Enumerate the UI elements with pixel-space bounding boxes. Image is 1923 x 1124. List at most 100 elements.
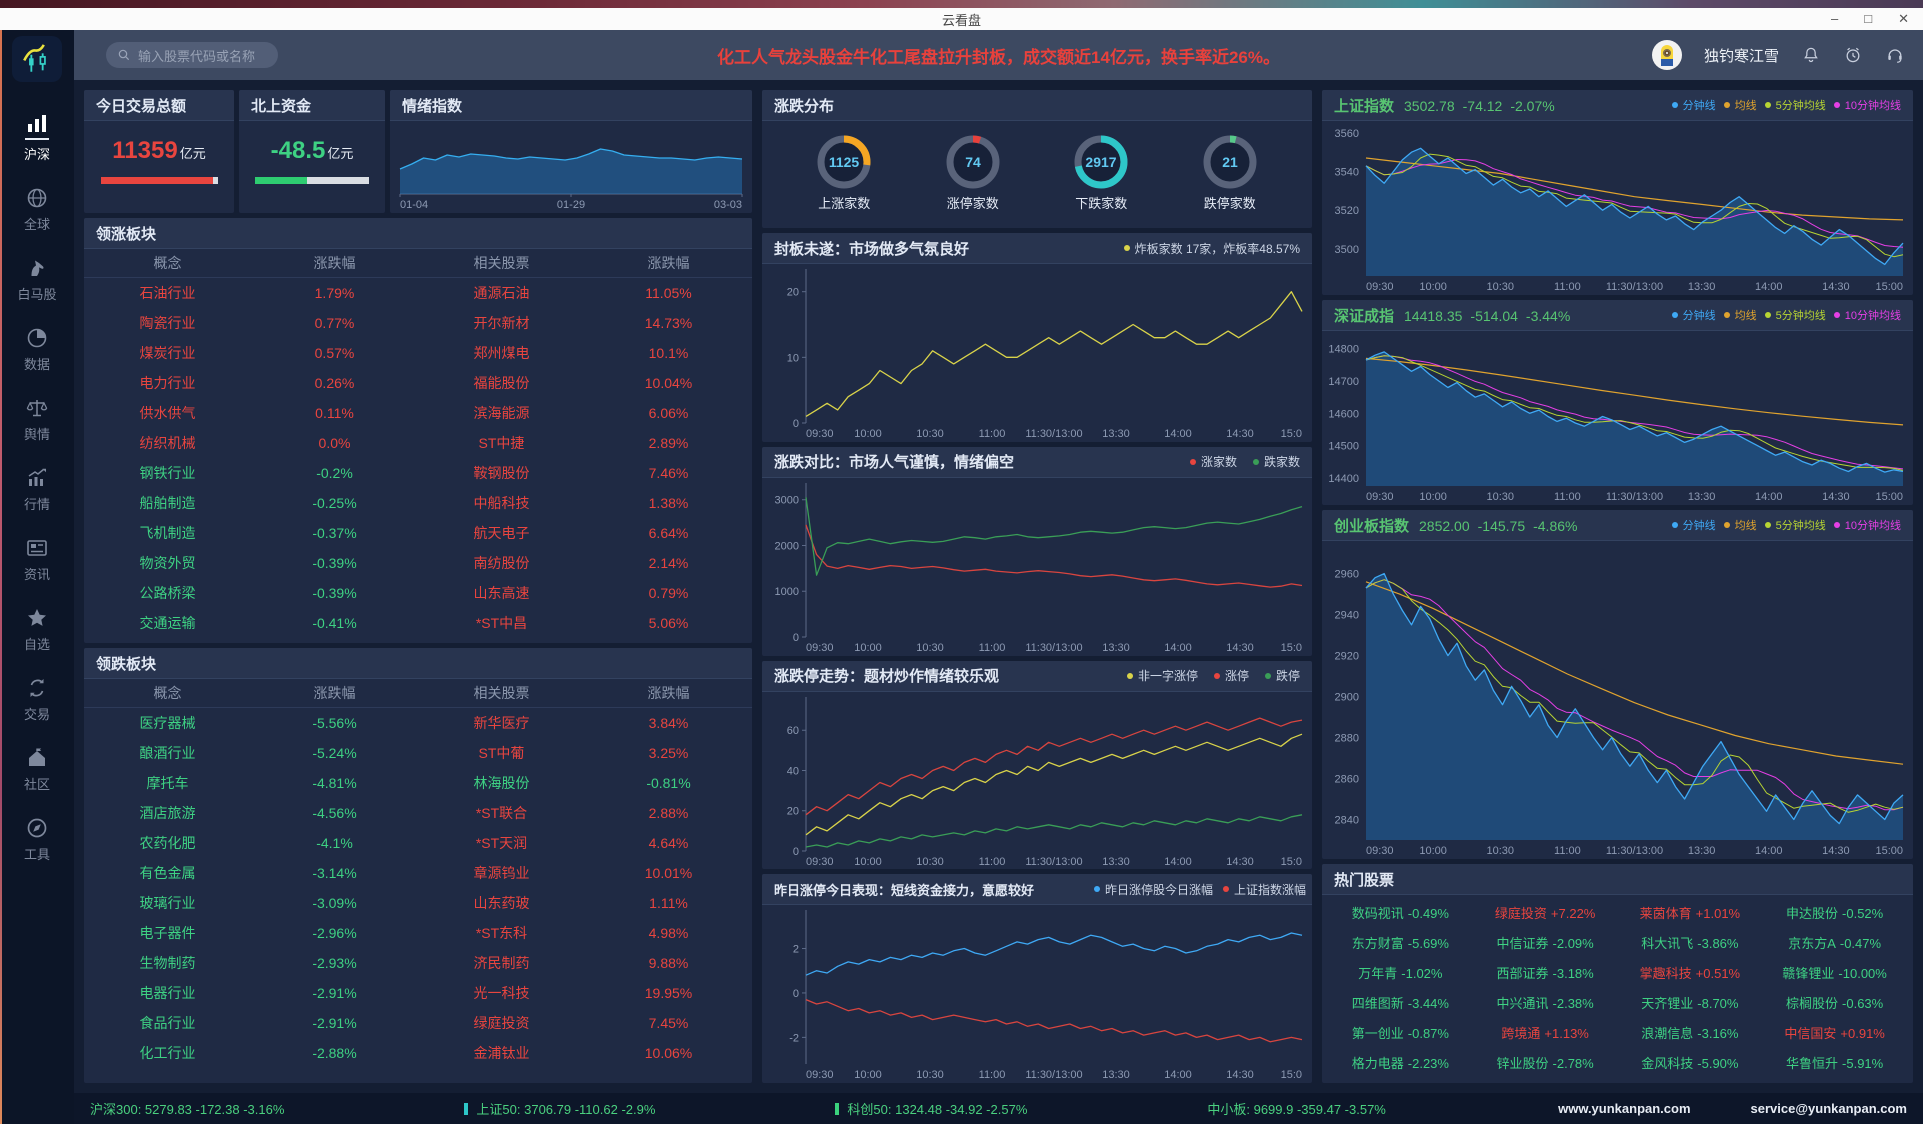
change-pct: -2.96% — [312, 925, 357, 941]
sidebar-item-data[interactable]: 数据 — [17, 326, 56, 373]
hot-stock[interactable]: 申达股份 -0.52% — [1762, 903, 1907, 922]
legend-item: 分钟线 — [1671, 517, 1716, 533]
svg-text:14400: 14400 — [1328, 473, 1359, 485]
svg-text:10:30: 10:30 — [1486, 845, 1514, 857]
sidebar-item-watchlist[interactable]: 自选 — [17, 606, 56, 653]
avatar[interactable] — [1651, 40, 1682, 70]
change-pct: +1.01% — [1695, 905, 1741, 921]
svg-text:14:30: 14:30 — [1226, 1069, 1254, 1081]
svg-text:10:30: 10:30 — [1486, 491, 1514, 503]
hot-stock[interactable]: 跨境通 +1.13% — [1473, 1023, 1618, 1042]
svg-text:15:00: 15:00 — [1875, 281, 1903, 293]
website-link[interactable]: www.yunkanpan.com — [1558, 1101, 1691, 1116]
sector-row[interactable]: 飞机制造 -0.37% 航天电子 6.64% — [84, 518, 752, 548]
change-pct: -0.25% — [312, 495, 357, 511]
sector-row[interactable]: 电力行业 0.26% 福能股份 10.04% — [84, 368, 752, 398]
hot-stock[interactable]: 莱茵体育 +1.01% — [1618, 903, 1763, 922]
sidebar-item-tools[interactable]: 工具 — [17, 816, 56, 863]
chart-legend: 昨日涨停股今日涨幅 上证指数涨幅 — [1093, 881, 1306, 898]
sector-row[interactable]: 纺织机械 0.0% ST中捷 2.89% — [84, 428, 752, 458]
hot-stock[interactable]: 格力电器 -2.23% — [1328, 1053, 1473, 1072]
sidebar-item-opinion[interactable]: 舆情 — [17, 396, 56, 443]
hot-stock[interactable]: 掌趣科技 +0.51% — [1618, 963, 1763, 982]
sector-name: 玻璃行业 — [139, 895, 196, 911]
svg-text:11:00: 11:00 — [979, 428, 1006, 440]
change-pct: 0.26% — [314, 375, 355, 391]
sidebar-item-news[interactable]: 资讯 — [17, 536, 56, 583]
hot-stock[interactable]: 科大讯飞 -3.86% — [1618, 933, 1763, 952]
svg-text:3500: 3500 — [1335, 244, 1359, 256]
sector-row[interactable]: 石油行业 1.79% 通源石油 11.05% — [84, 278, 752, 308]
change-pct: -2.09% — [1552, 935, 1594, 951]
sector-row[interactable]: 交通运输 -0.41% *ST中昌 5.06% — [84, 608, 752, 638]
stock-name: 山东药玻 — [473, 895, 530, 911]
svg-text:2: 2 — [793, 944, 799, 956]
donut-chart: 74 涨停家数 — [945, 134, 1001, 212]
index-name: 深证成指 — [1334, 307, 1395, 325]
hot-stock[interactable]: 浪潮信息 -3.16% — [1618, 1023, 1763, 1042]
column-header: 涨跌幅 — [647, 685, 690, 701]
sector-row[interactable]: 食品行业 -2.91% 绿庭投资 7.45% — [84, 1008, 752, 1038]
sector-name: 医疗器械 — [139, 715, 196, 731]
table-header: 概念 涨跌幅 相关股票 涨跌幅 — [84, 679, 752, 708]
sector-row[interactable]: 电子器件 -2.96% *ST东科 4.98% — [84, 918, 752, 948]
sector-row[interactable]: 船舶制造 -0.25% 中船科技 1.38% — [84, 488, 752, 518]
sidebar-item-hushen[interactable]: 沪深 — [17, 112, 56, 163]
stock-name: ST中葡 — [478, 745, 525, 761]
sector-row[interactable]: 农药化肥 -4.1% *ST天润 4.64% — [84, 828, 752, 858]
hot-stock[interactable]: 天齐锂业 -8.70% — [1618, 993, 1763, 1012]
sector-row[interactable]: 陶瓷行业 0.77% 开尔新材 14.73% — [84, 308, 752, 338]
hot-stock[interactable]: 金风科技 -5.90% — [1618, 1053, 1763, 1072]
svg-text:11:30/13:00: 11:30/13:00 — [1606, 845, 1663, 857]
alarm-clock-icon[interactable] — [1843, 45, 1863, 65]
sector-row[interactable]: 生物制药 -2.93% 济民制药 9.88% — [84, 948, 752, 978]
close-button[interactable]: ✕ — [1898, 11, 1909, 26]
minimize-button[interactable]: – — [1831, 11, 1839, 26]
sector-row[interactable]: 电器行业 -2.91% 光一科技 19.95% — [84, 978, 752, 1008]
hot-stock[interactable]: 东方财富 -5.69% — [1328, 933, 1473, 952]
bell-icon[interactable] — [1801, 45, 1821, 65]
sidebar-item-trade[interactable]: 交易 — [17, 676, 56, 723]
hot-stock[interactable]: 西部证券 -3.18% — [1473, 963, 1618, 982]
hot-stock[interactable]: 绿庭投资 +7.22% — [1473, 903, 1618, 922]
search-box[interactable]: 输入股票代码或名称 — [106, 42, 278, 68]
sector-row[interactable]: 玻璃行业 -3.09% 山东药玻 1.11% — [84, 888, 752, 918]
hot-stock[interactable]: 第一创业 -0.87% — [1328, 1023, 1473, 1042]
hot-stock[interactable]: 中兴通讯 -2.38% — [1473, 993, 1618, 1012]
gainers-table: 石油行业 1.79% 通源石油 11.05% 陶瓷行业 0.77% 开尔新材 14.73% 煤炭… — [84, 278, 752, 643]
hot-stock[interactable]: 华鲁恒升 -5.91% — [1762, 1053, 1907, 1072]
sector-row[interactable]: 医疗器械 -5.56% 新华医疗 3.84% — [84, 708, 752, 738]
sidebar-item-global[interactable]: 全球 — [17, 186, 56, 233]
hot-stock[interactable]: 赣锋锂业 -10.00% — [1762, 963, 1907, 982]
sector-row[interactable]: 酒店旅游 -4.56% *ST联合 2.88% — [84, 798, 752, 828]
hot-stock[interactable]: 数码视讯 -0.49% — [1328, 903, 1473, 922]
sector-row[interactable]: 物资外贸 -0.39% 南纺股份 2.14% — [84, 548, 752, 578]
northbound-value: -48.5 — [270, 137, 326, 164]
sector-row[interactable]: 钢铁行业 -0.2% 鞍钢股份 7.46% — [84, 458, 752, 488]
app-logo-icon[interactable] — [12, 36, 62, 82]
distribution-donuts: 1125 上涨家数 74 涨停家数 2917 下跌家数 21 跌停家数 — [762, 121, 1312, 228]
sector-row[interactable]: 煤炭行业 0.57% 郑州煤电 10.1% — [84, 338, 752, 368]
hot-stock[interactable]: 京东方A -0.47% — [1762, 933, 1907, 952]
sector-row[interactable]: 酿酒行业 -5.24% ST中葡 3.25% — [84, 738, 752, 768]
sector-row[interactable]: 摩托车 -4.81% 林海股份 -0.81% — [84, 768, 752, 798]
hot-stock[interactable]: 中信国安 +0.91% — [1762, 1023, 1907, 1042]
headset-icon[interactable] — [1885, 45, 1905, 65]
hot-stock[interactable]: 中信证券 -2.09% — [1473, 933, 1618, 952]
sector-row[interactable]: 化工行业 -2.88% 金浦钛业 10.06% — [84, 1038, 752, 1068]
hot-stock[interactable]: 万年青 -1.02% — [1328, 963, 1473, 982]
sidebar-item-quotes[interactable]: 行情 — [17, 466, 56, 513]
sidebar-item-community[interactable]: 社区 — [17, 746, 56, 793]
email-link[interactable]: service@yunkanpan.com — [1750, 1101, 1907, 1116]
svg-text:10:30: 10:30 — [1486, 281, 1514, 293]
svg-text:11:00: 11:00 — [979, 642, 1006, 654]
hot-stock[interactable]: 棕榈股份 -0.63% — [1762, 993, 1907, 1012]
sector-row[interactable]: 供水供气 0.11% 滨海能源 6.06% — [84, 398, 752, 428]
sidebar-item-bluechip[interactable]: 白马股 — [17, 256, 57, 303]
sector-row[interactable]: 有色金属 -3.14% 章源钨业 10.01% — [84, 858, 752, 888]
maximize-button[interactable]: □ — [1864, 11, 1873, 26]
hot-stock[interactable]: 锌业股份 -2.78% — [1473, 1053, 1618, 1072]
sidebar: 沪深全球白马股数据舆情行情资讯自选交易社区工具 — [0, 30, 74, 1124]
hot-stock[interactable]: 四维图新 -3.44% — [1328, 993, 1473, 1012]
sector-row[interactable]: 公路桥梁 -0.39% 山东高速 0.79% — [84, 578, 752, 608]
